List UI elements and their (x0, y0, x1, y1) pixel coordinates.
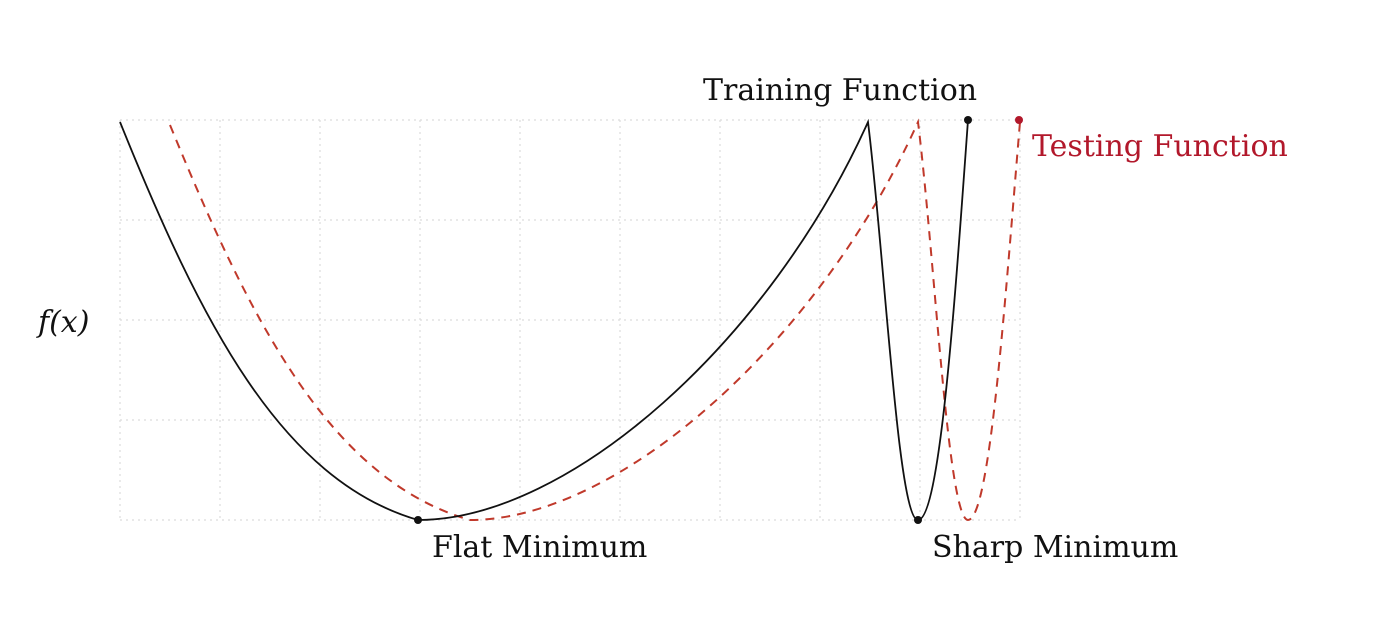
flat-minimum-point (414, 516, 422, 524)
flat-minimum-label: Flat Minimum (432, 530, 647, 565)
training-function-curve (119, 118, 969, 521)
y-axis-label: f(x) (36, 305, 89, 340)
testing-function-endpoint (1015, 116, 1023, 124)
testing-function-label: Testing Function (1032, 129, 1288, 164)
testing-function-curve (169, 118, 1021, 522)
sharp-minimum-point (914, 516, 922, 524)
training-function-endpoint (964, 116, 972, 124)
grid (119, 119, 1021, 521)
training-function-label: Training Function (703, 73, 977, 108)
sharp-minimum-label: Sharp Minimum (932, 530, 1178, 565)
